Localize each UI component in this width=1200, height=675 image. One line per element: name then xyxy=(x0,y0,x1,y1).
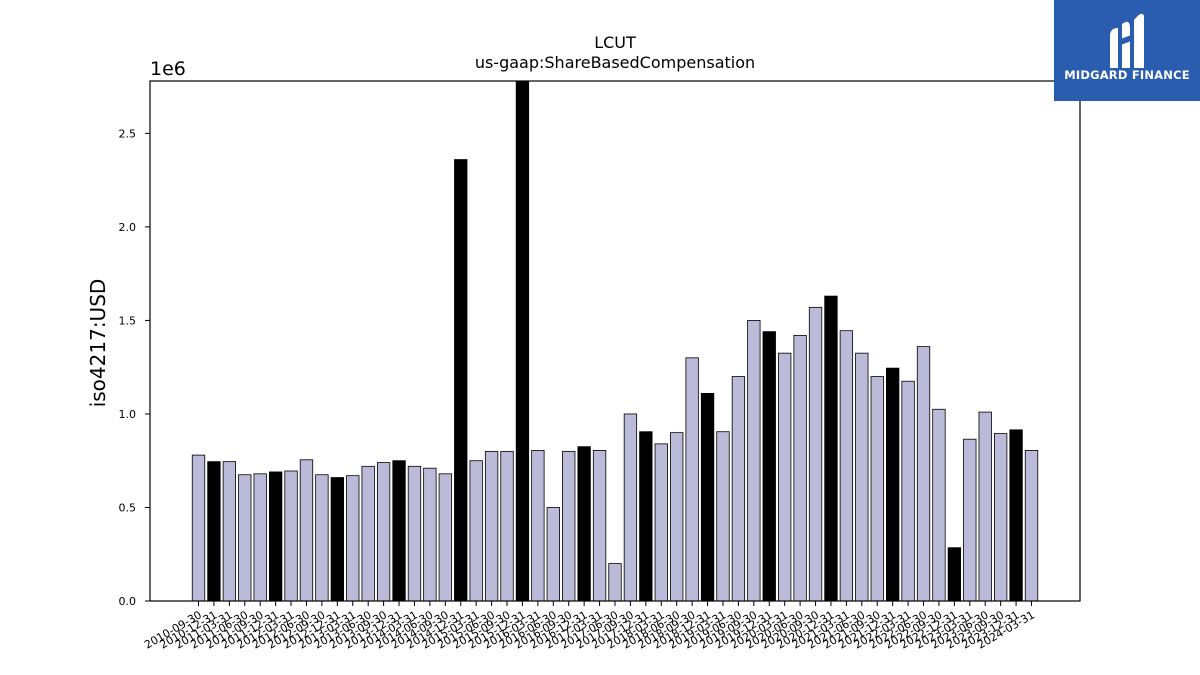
bar-2014-03-31 xyxy=(407,465,422,602)
bar-2019-06-30 xyxy=(731,376,746,602)
bar-2018-12-31 xyxy=(700,392,715,602)
bar-2012-03-31 xyxy=(284,470,298,602)
bar-2023-06-30 xyxy=(978,411,992,602)
y-tick-label: 2.5 xyxy=(119,127,137,140)
bar-2019-09-30 xyxy=(747,320,761,602)
chart-subtitle: us-gaap:ShareBasedCompensation xyxy=(475,53,755,72)
bar-2018-06-30 xyxy=(670,432,684,602)
bar-2022-09-30 xyxy=(932,408,946,602)
bar-2011-09-30 xyxy=(253,473,267,602)
y-tick-label: 2.0 xyxy=(119,221,137,234)
bar-2018-03-31 xyxy=(654,443,668,602)
y-offset-label: 1e6 xyxy=(150,58,186,80)
bar-2021-09-30 xyxy=(870,376,884,602)
bar-2010-12-31 xyxy=(207,461,221,602)
bar-2013-12-31 xyxy=(392,460,406,602)
bar-2011-06-30 xyxy=(238,474,252,602)
y-tick-label: 0.0 xyxy=(119,595,137,608)
bar-2021-06-30 xyxy=(855,352,869,602)
bar-2017-12-31 xyxy=(639,431,653,602)
bar-2020-03-31 xyxy=(778,352,792,602)
bar-2010-09-30 xyxy=(191,454,206,602)
bar-2023-03-31 xyxy=(963,438,977,602)
bar-2013-03-31 xyxy=(346,475,360,602)
chart-title: LCUT xyxy=(594,33,636,52)
bar-2020-09-30 xyxy=(808,306,823,602)
bar-2017-09-30 xyxy=(623,413,638,602)
bar-2014-09-30 xyxy=(438,473,452,602)
y-tick-label: 1.5 xyxy=(119,314,137,327)
y-axis-label: iso4217:USD xyxy=(86,279,110,408)
y-tick-label: 0.5 xyxy=(119,501,137,514)
bar-2011-12-31 xyxy=(268,471,283,602)
bar-2017-06-30 xyxy=(608,563,622,602)
bar-2015-03-31 xyxy=(469,460,483,602)
bar-2024-03-31 xyxy=(1024,450,1039,602)
bar-2016-09-30 xyxy=(562,450,576,602)
bar-2016-06-30 xyxy=(546,507,560,602)
bar-2012-09-30 xyxy=(315,474,329,602)
bar-2015-09-30 xyxy=(500,450,514,602)
y-tick-label: 1.0 xyxy=(119,408,137,421)
bar-2013-09-30 xyxy=(376,462,391,602)
bar-2016-03-31 xyxy=(531,450,545,602)
bar-2012-12-31 xyxy=(330,477,344,602)
x-ticks: 2010-09-302010-12-312011-03-312011-06-30… xyxy=(142,601,1037,652)
midgard-logo-icon xyxy=(1110,13,1144,68)
bar-2017-03-31 xyxy=(592,450,607,602)
y-ticks: 0.0 0.5 1.0 1.5 2.0 2.5 xyxy=(119,127,150,608)
bar-2012-06-30 xyxy=(299,459,314,602)
bar-2020-12-31 xyxy=(824,295,838,602)
bar-2021-03-31 xyxy=(839,330,854,602)
bar-2014-12-31 xyxy=(454,159,468,602)
bar-2018-09-30 xyxy=(685,357,699,602)
plot-frame xyxy=(149,80,1081,602)
bar-2011-03-31 xyxy=(222,461,237,602)
bar-2022-12-31 xyxy=(947,547,962,602)
bar-2019-12-31 xyxy=(762,331,776,602)
bar-2015-06-30 xyxy=(484,450,499,602)
bar-2023-12-31 xyxy=(1009,429,1023,602)
brand-logo-text: MIDGARD FINANCE xyxy=(1064,68,1190,82)
bar-2016-12-31 xyxy=(577,446,591,602)
bar-2014-06-30 xyxy=(423,467,437,602)
bar-2021-12-31 xyxy=(886,367,900,602)
bar-2013-06-30 xyxy=(361,465,375,602)
bar-2019-03-31 xyxy=(716,431,730,602)
bars xyxy=(191,80,1039,602)
bar-2022-03-31 xyxy=(901,380,915,602)
brand-logo: MIDGARD FINANCE xyxy=(1054,0,1200,101)
bar-2015-12-31 xyxy=(515,80,530,602)
bar-2023-09-30 xyxy=(993,433,1008,602)
bar-2022-06-30 xyxy=(916,346,931,602)
bar-2020-06-30 xyxy=(793,334,807,602)
